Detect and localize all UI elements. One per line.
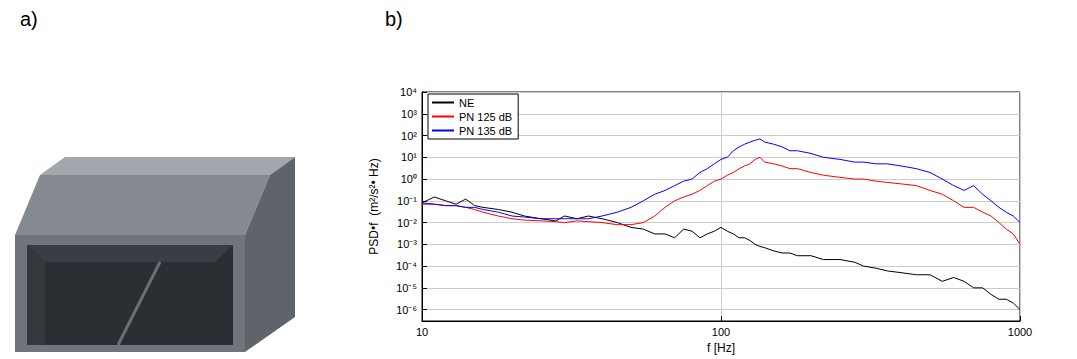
svg-text:f [Hz]: f [Hz] bbox=[707, 341, 735, 355]
svg-text:10⁻⁵: 10⁻⁵ bbox=[396, 282, 417, 294]
svg-text:10⁻¹: 10⁻¹ bbox=[397, 195, 417, 207]
svg-text:10⁻²: 10⁻² bbox=[397, 217, 417, 229]
svg-text:10⁻⁴: 10⁻⁴ bbox=[396, 260, 417, 272]
svg-text:10²: 10² bbox=[401, 130, 417, 142]
html-text:a): a) bbox=[20, 8, 38, 30]
svg-text:10⁴: 10⁴ bbox=[400, 86, 417, 98]
svg-text:10: 10 bbox=[416, 326, 428, 338]
html-text:b): b) bbox=[385, 8, 403, 30]
svg-text:PN 135 dB: PN 135 dB bbox=[459, 125, 512, 137]
svg-text:10⁻⁶: 10⁻⁶ bbox=[396, 304, 417, 316]
svg-text:NE: NE bbox=[459, 97, 474, 109]
svg-text:100: 100 bbox=[712, 326, 730, 338]
svg-text:10⁰: 10⁰ bbox=[401, 173, 417, 185]
svg-text:1000: 1000 bbox=[1008, 326, 1032, 338]
svg-text:PN 125 dB: PN 125 dB bbox=[459, 111, 512, 123]
svg-text:10¹: 10¹ bbox=[401, 151, 417, 163]
svg-text:10³: 10³ bbox=[401, 108, 417, 120]
svg-text:PSD•f (m²/s²• Hz): PSD•f (m²/s²• Hz) bbox=[367, 158, 381, 254]
svg-text:10⁻³: 10⁻³ bbox=[397, 238, 417, 250]
